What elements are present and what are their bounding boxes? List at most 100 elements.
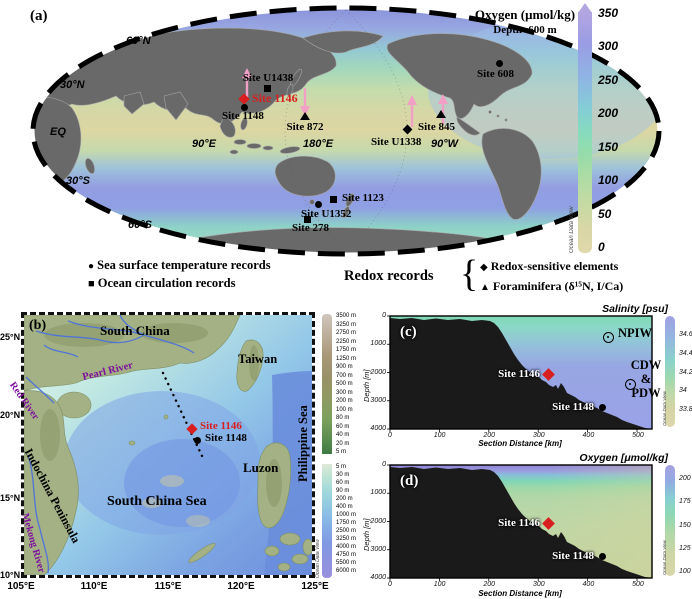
site-1148-label-d: Site 1148 (552, 550, 594, 562)
bathymetry-tick: 5500 m (336, 560, 357, 566)
site-u1352-marker (315, 201, 322, 208)
panel-d-xlabel: Section Distance [km] (478, 589, 562, 598)
triangle-icon: ▲ (480, 282, 490, 293)
colorbar-tick: 300 (598, 39, 619, 54)
y-tick: 0 (382, 312, 386, 319)
oxygen-map-title: Oxygen (μmol/kg) (474, 7, 576, 22)
colorbar-tick: 250 (598, 72, 619, 87)
x-tick: 200 (483, 432, 496, 439)
lat-60s: 60°S (128, 219, 152, 231)
site-u1438-label: Site U1438 (242, 72, 294, 84)
odv-credit-a: Ocean Data View (569, 206, 575, 253)
lat-30n: 30°N (60, 79, 85, 91)
salinity-colorbar (665, 316, 675, 427)
bathymetry-tick: 60 m (336, 480, 350, 486)
elevation-tick: 500 m (336, 381, 353, 387)
odv-credit-c: Ocean Data View (662, 391, 667, 426)
bathymetry-tick: 90 m (336, 488, 350, 494)
elevation-tick: 200 m (336, 398, 353, 404)
panel-d: Oxygen [μmol/kg] (360, 447, 692, 599)
elevation-tick: 80 m (336, 415, 350, 421)
x-tick: 300 (532, 432, 545, 439)
odv-credit-d: Ocean Data View (662, 540, 667, 575)
site-845-label: Site 845 (418, 121, 455, 133)
colorbar-tick: 100 (598, 173, 619, 188)
site-u1338-label: Site U1338 (371, 136, 422, 148)
x-tick: 0 (388, 581, 392, 588)
salinity-tick: 33.8 (679, 406, 692, 413)
oxygen-section-colorbar-ticks: 200 175 150 125 100 (679, 475, 692, 575)
bathymetry-tick: 200 m (336, 496, 353, 502)
site-u1438-marker (264, 85, 271, 92)
oxygen-tick: 150 (679, 521, 691, 529)
site-1146-label-b: Site 1146 (200, 420, 242, 432)
lon-180e: 180°E (303, 138, 334, 150)
lon-90e: 90°E (192, 138, 216, 150)
b-ytick-10n: 10°N (0, 570, 21, 580)
lat-60n: 60°N (126, 35, 151, 47)
b-xtick-115e: 115°E (154, 581, 182, 592)
elevation-tick: 700 m (336, 372, 353, 379)
b-xtick-125e: 125°E (301, 581, 329, 592)
cdw-pdw-label: CDW & PDW (624, 358, 668, 400)
legend-foraminifera-label: Foraminifera (δ¹⁵N, I/Ca) (492, 279, 624, 293)
x-tick: 0 (388, 432, 392, 439)
y-tick: 4000 (370, 574, 386, 581)
salinity-tick: 34 (679, 387, 687, 395)
y-tick: 3000 (370, 545, 386, 553)
panel-c-yticks: 0 1000 2000 3000 4000 (366, 312, 386, 432)
place-luzon: Luzon (243, 460, 279, 475)
legend-brace: { (460, 253, 479, 295)
y-tick: 3000 (370, 396, 386, 404)
site-1148-marker-b (194, 437, 201, 444)
panel-d-title: Oxygen [μmol/kg] (579, 452, 668, 464)
colorbar-tick: 350 (598, 6, 619, 20)
panel-c-xlabel: Section Distance [km] (478, 439, 562, 448)
oxygen-section-colorbar (665, 465, 675, 576)
bathymetry-silhouette-c (390, 318, 652, 429)
place-taiwan: Taiwan (238, 352, 278, 366)
elevation-tick: 3250 m (336, 321, 357, 328)
oxygen-tick: 200 (679, 475, 691, 482)
legend-circulation-label: Ocean circulation records (97, 276, 236, 290)
panel-b-label: (b) (29, 318, 47, 333)
site-872-label: Site 872 (286, 121, 324, 133)
bathymetry-tick: 6000 m (336, 568, 357, 574)
site-1148-marker (241, 104, 248, 111)
site-1148-label-b: Site 1148 (205, 432, 247, 444)
circle-icon: ● (88, 261, 95, 272)
cdw-pdw-circled-dot-icon (625, 379, 636, 390)
legend-redox-elements: ◆ Redox-sensitive elements (480, 259, 618, 274)
legend-circulation: ■ Ocean circulation records (88, 276, 236, 291)
elevation-tick: 1250 m (336, 355, 357, 362)
y-tick: 2000 (370, 517, 386, 525)
cdw-line: CDW (630, 358, 662, 372)
y-tick: 0 (382, 461, 386, 468)
panel-d-yticks: 0 1000 2000 3000 4000 (366, 461, 386, 581)
oxygen-colorbar-ticks: 350 300 250 200 150 100 50 0 (598, 7, 628, 253)
x-tick: 400 (582, 432, 595, 439)
colorbar-tick: 50 (598, 206, 612, 221)
legend-sst-label: Sea surface temperature records (97, 258, 271, 272)
y-tick: 1000 (370, 340, 386, 348)
panel-c-title: Salinity [psu] (602, 303, 668, 315)
legend-foraminifera: ▲ Foraminifera (δ¹⁵N, I/Ca) (480, 279, 623, 294)
site-1148-marker-d (599, 553, 606, 560)
place-south-china: South China (100, 323, 170, 338)
site-1148-label: Site 1148 (222, 110, 264, 122)
elevation-colorbar (322, 314, 332, 454)
salinity-tick: 34.4 (679, 349, 692, 357)
b-xtick-120e: 120°E (227, 581, 255, 592)
elevation-tick: 300 m (336, 389, 353, 396)
bathymetry-tick: 1750 m (336, 520, 357, 526)
bathymetry-tick: 1000 m (336, 512, 357, 518)
b-xtick-105e: 105°E (7, 581, 35, 592)
x-tick: 100 (433, 432, 446, 439)
panel-a-label: (a) (30, 8, 48, 24)
site-278-label: Site 278 (292, 222, 329, 234)
elevation-tick: 1750 m (336, 347, 357, 353)
site-1146-label-c: Site 1146 (498, 368, 540, 380)
map-dashed-border (30, 5, 662, 257)
salinity-colorbar-ticks: 34.6 34.4 34.2 34 33.8 (679, 331, 692, 413)
oxygen-tick: 125 (679, 544, 691, 552)
